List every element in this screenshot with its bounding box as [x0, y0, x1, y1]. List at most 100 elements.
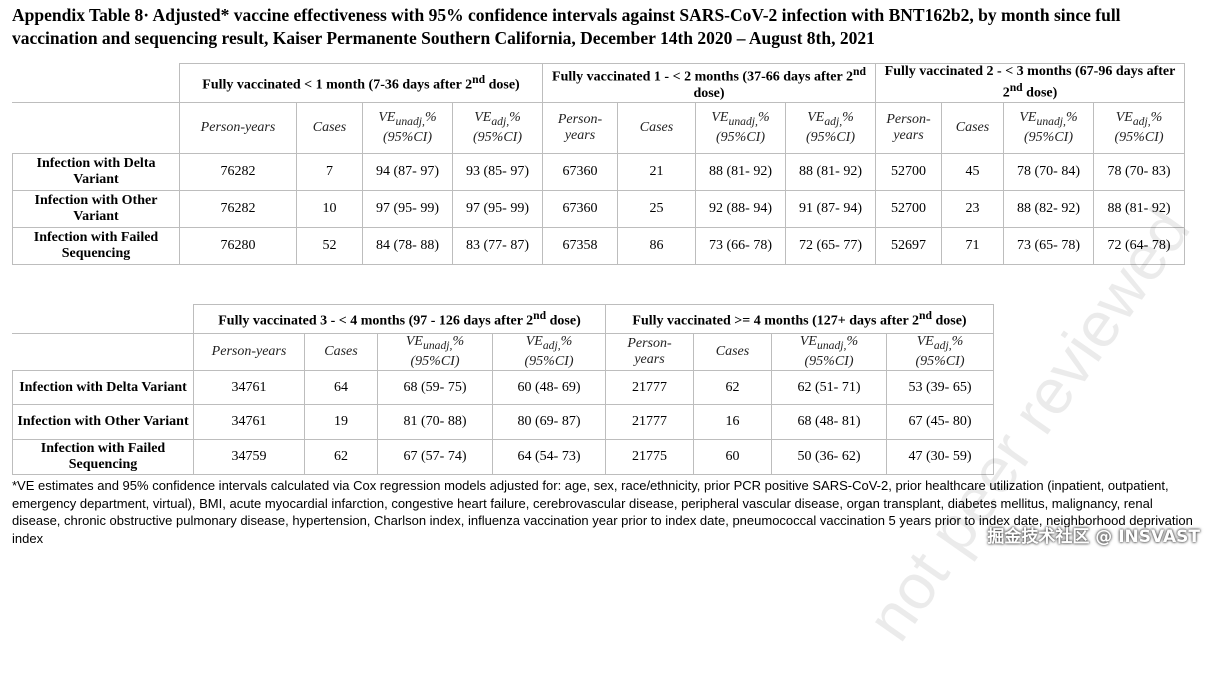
cell: 52700 — [875, 189, 942, 228]
cell: 21777 — [605, 370, 694, 405]
col-person-years: Person-years — [542, 101, 618, 154]
cell: 23 — [941, 189, 1004, 228]
cell: 62 — [304, 439, 378, 475]
cell: 84 (78- 88) — [362, 226, 453, 265]
table-row: Infection with Failed Sequencing 34759 6… — [12, 439, 994, 475]
cell: 83 (77- 87) — [452, 226, 543, 265]
col-ve-unadj: VEunadj,% (95%CI) — [695, 101, 786, 154]
cell: 88 (82- 92) — [1003, 189, 1094, 228]
cell: 86 — [617, 226, 696, 265]
ve-table-months-0-3: Fully vaccinated < 1 month (7-36 days af… — [12, 63, 1185, 265]
cell: 88 (81- 92) — [695, 152, 786, 191]
cell: 78 (70- 83) — [1093, 152, 1185, 191]
col-person-years: Person-years — [875, 101, 942, 154]
brand-watermark: 掘金技术社区 @ INSVAST — [987, 527, 1200, 547]
col-cases: Cases — [617, 101, 696, 154]
col-person-years: Person-years — [179, 101, 297, 154]
group-header: Fully vaccinated >= 4 months (127+ days … — [605, 304, 994, 334]
cell: 52697 — [875, 226, 942, 265]
row-label: Infection with Failed Sequencing — [12, 226, 180, 265]
col-ve-adj: VEadj,% (95%CI) — [1093, 101, 1185, 154]
col-ve-unadj: VEunadj,% (95%CI) — [377, 333, 493, 371]
table-row: Infection with Failed Sequencing 76280 5… — [12, 226, 1185, 265]
cell: 97 (95- 99) — [362, 189, 453, 228]
cell: 68 (48- 81) — [771, 404, 887, 440]
cell: 62 (51- 71) — [771, 370, 887, 405]
cell: 16 — [693, 404, 772, 440]
col-ve-adj: VEadj,% (95%CI) — [886, 333, 994, 371]
cell: 52700 — [875, 152, 942, 191]
cell: 60 — [693, 439, 772, 475]
cell: 64 (54- 73) — [492, 439, 606, 475]
col-ve-unadj: VEunadj,% (95%CI) — [771, 333, 887, 371]
row-label: Infection with Other Variant — [12, 189, 180, 228]
cell: 19 — [304, 404, 378, 440]
cell: 25 — [617, 189, 696, 228]
col-ve-unadj: VEunadj,% (95%CI) — [362, 101, 453, 154]
cell: 21777 — [605, 404, 694, 440]
cell: 73 (65- 78) — [1003, 226, 1094, 265]
cell: 34761 — [193, 404, 305, 440]
cell: 60 (48- 69) — [492, 370, 606, 405]
row-label: Infection with Delta Variant — [12, 152, 180, 191]
column-header-row: Person-years Cases VEunadj,% (95%CI) VEad… — [12, 333, 994, 371]
cell: 92 (88- 94) — [695, 189, 786, 228]
ve-table-months-3-plus: Fully vaccinated 3 - < 4 months (97 - 12… — [12, 304, 994, 475]
group-header-row: Fully vaccinated 3 - < 4 months (97 - 12… — [12, 304, 994, 334]
corner-cell — [12, 304, 194, 334]
cell: 50 (36- 62) — [771, 439, 887, 475]
cell: 67358 — [542, 226, 618, 265]
cell: 67 (45- 80) — [886, 404, 994, 440]
cell: 64 — [304, 370, 378, 405]
cell: 68 (59- 75) — [377, 370, 493, 405]
group-header: Fully vaccinated < 1 month (7-36 days af… — [179, 63, 543, 103]
group-header-row: Fully vaccinated < 1 month (7-36 days af… — [12, 63, 1185, 103]
cell: 73 (66- 78) — [695, 226, 786, 265]
cell: 62 — [693, 370, 772, 405]
table-row: Infection with Other Variant 76282 10 97… — [12, 189, 1185, 228]
table-row: Infection with Delta Variant 76282 7 94 … — [12, 152, 1185, 191]
col-cases: Cases — [693, 333, 772, 371]
row-label: Infection with Failed Sequencing — [12, 439, 194, 475]
col-cases: Cases — [296, 101, 363, 154]
cell: 88 (81- 92) — [785, 152, 876, 191]
cell: 67 (57- 74) — [377, 439, 493, 475]
cell: 94 (87- 97) — [362, 152, 453, 191]
table-row: Infection with Delta Variant 34761 64 68… — [12, 370, 994, 405]
col-ve-adj: VEadj,% (95%CI) — [452, 101, 543, 154]
col-ve-adj: VEadj,% (95%CI) — [785, 101, 876, 154]
cell: 71 — [941, 226, 1004, 265]
col-cases: Cases — [941, 101, 1004, 154]
cell: 72 (65- 77) — [785, 226, 876, 265]
group-header: Fully vaccinated 2 - < 3 months (67-96 d… — [875, 63, 1185, 103]
row-label: Infection with Delta Variant — [12, 370, 194, 405]
col-person-years: Person-years — [605, 333, 694, 371]
cell: 72 (64- 78) — [1093, 226, 1185, 265]
col-person-years: Person-years — [193, 333, 305, 371]
col-ve-adj: VEadj,% (95%CI) — [492, 333, 606, 371]
col-ve-unadj: VEunadj,% (95%CI) — [1003, 101, 1094, 154]
table-row: Infection with Other Variant 34761 19 81… — [12, 404, 994, 440]
corner-cell — [12, 63, 180, 103]
cell: 7 — [296, 152, 363, 191]
cell: 52 — [296, 226, 363, 265]
column-header-row: Person-years Cases VEunadj,% (95%CI) VEad… — [12, 101, 1185, 154]
cell: 47 (30- 59) — [886, 439, 994, 475]
footnote: *VE estimates and 95% confidence interva… — [12, 478, 1193, 546]
corner-cell — [12, 101, 180, 154]
cell: 97 (95- 99) — [452, 189, 543, 228]
cell: 45 — [941, 152, 1004, 191]
col-cases: Cases — [304, 333, 378, 371]
cell: 10 — [296, 189, 363, 228]
group-header: Fully vaccinated 1 - < 2 months (37-66 d… — [542, 63, 876, 103]
cell: 34759 — [193, 439, 305, 475]
cell: 81 (70- 88) — [377, 404, 493, 440]
corner-cell — [12, 333, 194, 371]
cell: 76280 — [179, 226, 297, 265]
cell: 67360 — [542, 189, 618, 228]
cell: 80 (69- 87) — [492, 404, 606, 440]
cell: 93 (85- 97) — [452, 152, 543, 191]
row-label: Infection with Other Variant — [12, 404, 194, 440]
cell: 34761 — [193, 370, 305, 405]
cell: 76282 — [179, 152, 297, 191]
